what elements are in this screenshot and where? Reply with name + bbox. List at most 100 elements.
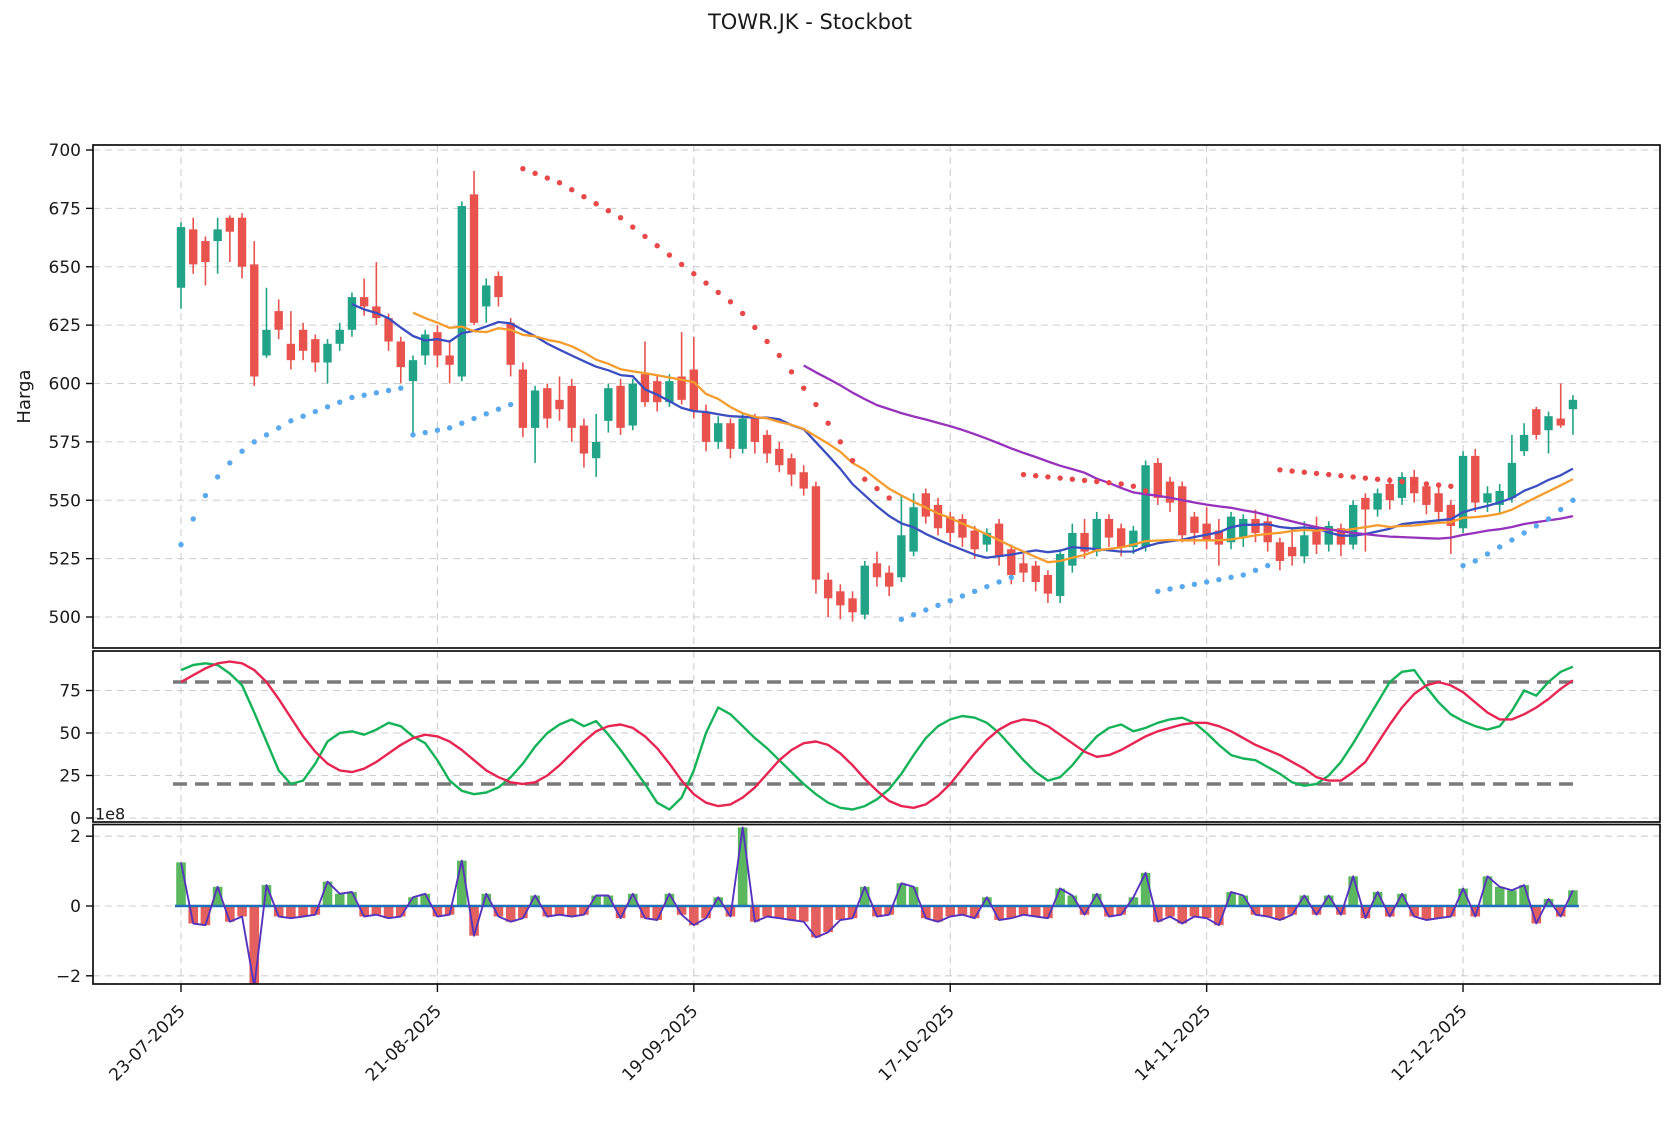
chart-title: TOWR.JK - Stockbot	[707, 10, 913, 34]
psar-dot	[569, 186, 575, 193]
volume-bar-up	[1140, 872, 1151, 906]
volume-bar-down	[383, 906, 394, 919]
candle-body	[982, 532, 992, 545]
volume-bar-down	[1433, 906, 1444, 919]
psar-dot	[1264, 562, 1271, 569]
candle-body	[1092, 518, 1101, 552]
psar-dot	[361, 392, 367, 398]
volume-bar-down	[1446, 906, 1456, 917]
candle-body	[1446, 504, 1456, 526]
volume-bar-down	[1275, 906, 1285, 920]
psar-dot	[349, 394, 355, 401]
psar-dot	[1326, 471, 1332, 478]
psar-dot	[837, 439, 844, 445]
candle-body	[1080, 532, 1089, 552]
psar-dot	[1118, 481, 1124, 487]
psar-dot	[801, 385, 807, 391]
candle-up	[1141, 460, 1150, 552]
psar-dot	[373, 390, 380, 396]
volume-ytick: 2	[70, 827, 81, 847]
volume-bar-down	[1409, 906, 1420, 917]
price-ytick: 550	[49, 491, 81, 511]
candle-down	[237, 213, 247, 279]
volume-ytick: 0	[70, 897, 81, 917]
price-ytick: 650	[49, 258, 81, 278]
psar-dot	[959, 593, 966, 599]
candle-body	[1239, 518, 1248, 538]
candle-down	[726, 418, 735, 459]
candle-body	[1214, 530, 1224, 545]
candle-body	[1300, 535, 1309, 557]
psar-dot	[1240, 572, 1246, 578]
price-ytick: 625	[49, 316, 81, 336]
psar-dot	[886, 495, 892, 501]
psar-dot	[434, 427, 441, 433]
candle-body	[689, 369, 699, 412]
psar-dot	[1045, 474, 1051, 480]
volume-bar-down	[652, 906, 662, 920]
volume-bar-up	[334, 893, 345, 906]
x-tick-label: 17-10-2025	[875, 1001, 959, 1085]
candle-down	[543, 383, 552, 428]
candle-body	[262, 329, 271, 356]
volume-bar-up	[322, 881, 333, 906]
psar-dot	[813, 401, 819, 408]
candle-body	[787, 458, 796, 475]
volume-bar-down	[750, 906, 760, 922]
candle-body	[1544, 416, 1553, 431]
candle-body	[1068, 532, 1077, 566]
psar-dot	[1338, 473, 1344, 479]
candle-body	[1422, 486, 1431, 505]
candle-body	[738, 418, 747, 449]
psar-dot	[898, 616, 905, 623]
candle-body	[1556, 418, 1565, 426]
psar-dot	[288, 418, 294, 424]
x-tick-label: 14-11-2025	[1131, 1001, 1215, 1085]
psar-dot	[324, 404, 331, 410]
candle-body	[555, 399, 564, 410]
candle-down	[1336, 523, 1346, 557]
candle-body	[286, 343, 296, 361]
volume-bar-up	[1067, 895, 1078, 906]
volume-bar-down	[469, 906, 479, 936]
candle-body	[799, 472, 808, 489]
candle-body	[323, 343, 332, 363]
volume-bar-down	[847, 906, 858, 919]
volume-bar-up	[1226, 892, 1236, 906]
psar-dot	[971, 588, 978, 595]
volume-bar-down	[432, 906, 443, 917]
volume-bar-down	[1531, 906, 1542, 924]
candle-body	[469, 194, 479, 323]
psar-dot	[593, 201, 599, 207]
axes: 700675650625600575550525500755025020−223…	[14, 141, 1472, 1085]
volume-bar-up	[713, 897, 724, 906]
candle-body	[189, 229, 198, 265]
candle-down	[677, 332, 686, 405]
volume-bar-down	[1311, 906, 1322, 915]
candle-down	[872, 551, 882, 587]
psar-dot	[275, 425, 282, 431]
psar-dot	[935, 602, 941, 609]
candle-down	[775, 441, 784, 473]
candle-down	[567, 378, 576, 442]
candle-up	[982, 528, 992, 552]
candle-up	[482, 278, 491, 323]
volume-bar-up	[1568, 890, 1578, 906]
psar-segment-bear	[1277, 467, 1454, 489]
candle-down	[201, 236, 210, 286]
psar-dot	[1521, 530, 1527, 536]
ma-line-ma20	[412, 311, 1574, 564]
psar-dot	[1057, 475, 1063, 481]
candle-down	[445, 341, 454, 384]
candle-down	[1178, 481, 1187, 543]
candle-body	[274, 311, 283, 330]
psar-segment-bear	[1020, 471, 1149, 494]
volume-bar-down	[1006, 906, 1017, 919]
volume-bar-down	[1201, 906, 1212, 919]
psar-dot	[1106, 480, 1112, 486]
psar-dot	[1533, 523, 1540, 529]
candle-body	[933, 504, 943, 529]
psar-dot	[1155, 588, 1161, 595]
psar-dot	[1252, 567, 1259, 573]
